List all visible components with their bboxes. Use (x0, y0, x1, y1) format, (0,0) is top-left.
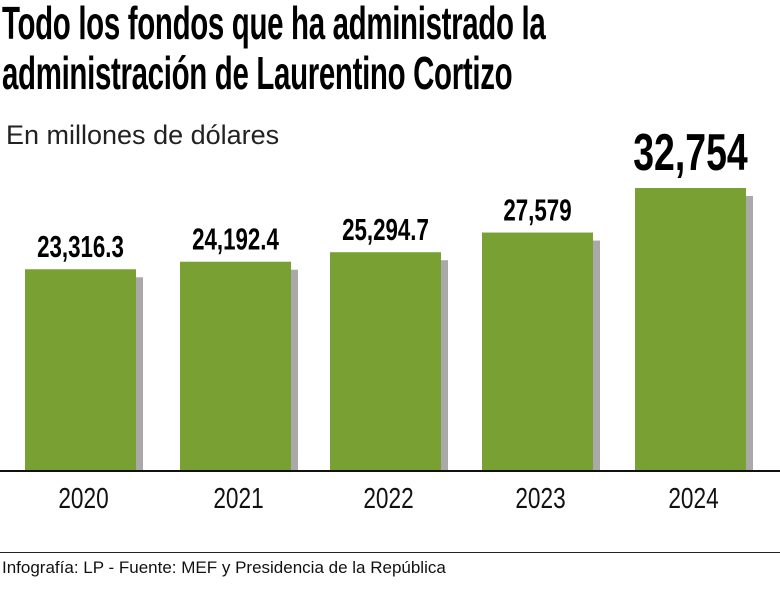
bar-2023 (482, 232, 593, 470)
data-label-2024: 32,754 (633, 123, 747, 182)
data-label-2020: 23,316.3 (37, 230, 124, 264)
bar-2022 (330, 252, 441, 470)
x-tick-label-2024: 2024 (668, 481, 718, 514)
x-tick-label-2022: 2022 (363, 481, 413, 514)
bar-2020 (25, 269, 136, 470)
bar-2024 (635, 188, 746, 470)
chart-subtitle: En millones de dólares (6, 120, 280, 150)
x-tick-label-2023: 2023 (515, 481, 565, 514)
bar-chart: 23,316.3 2020 24,192.4 2021 25,294.7 2022 27,5… (0, 123, 780, 515)
x-tick-label-2020: 2020 (58, 481, 108, 514)
data-label-2022: 25,294.7 (342, 213, 429, 247)
data-label-2021: 24,192.4 (192, 222, 279, 256)
chart-title-line-1: Todo los fondos que ha administrado la (2, 0, 546, 49)
source-credit: Infografía: LP - Fuente: MEF y Presidenc… (2, 558, 446, 577)
chart-title-line-2: administración de Laurentino Cortizo (2, 47, 513, 99)
footer-divider (0, 552, 780, 553)
x-tick-label-2021: 2021 (213, 481, 263, 514)
bar-2021 (180, 261, 291, 470)
data-label-2023: 27,579 (503, 193, 571, 227)
